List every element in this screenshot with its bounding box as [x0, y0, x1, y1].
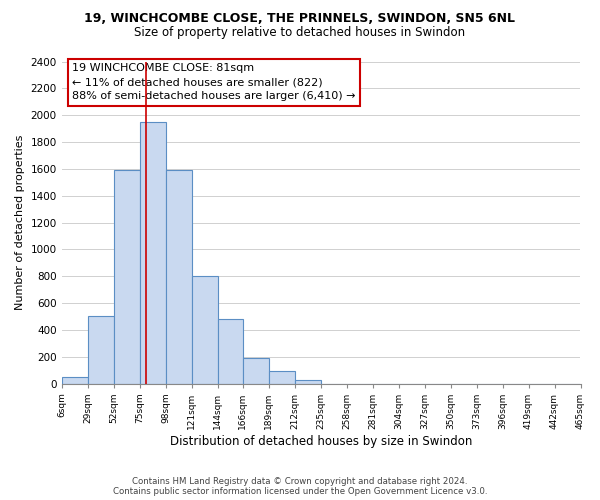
Bar	[166, 170, 191, 384]
Bar	[242, 358, 269, 384]
Bar	[269, 372, 295, 384]
Bar	[88, 316, 113, 384]
Text: Size of property relative to detached houses in Swindon: Size of property relative to detached ho…	[134, 26, 466, 39]
Text: 19, WINCHCOMBE CLOSE, THE PRINNELS, SWINDON, SN5 6NL: 19, WINCHCOMBE CLOSE, THE PRINNELS, SWIN…	[85, 12, 515, 26]
Bar	[191, 276, 218, 384]
Y-axis label: Number of detached properties: Number of detached properties	[15, 135, 25, 310]
X-axis label: Distribution of detached houses by size in Swindon: Distribution of detached houses by size …	[170, 434, 472, 448]
Bar	[295, 380, 320, 384]
Text: 19 WINCHCOMBE CLOSE: 81sqm
← 11% of detached houses are smaller (822)
88% of sem: 19 WINCHCOMBE CLOSE: 81sqm ← 11% of deta…	[72, 63, 356, 101]
Bar	[113, 170, 140, 384]
Bar	[218, 319, 242, 384]
Bar	[140, 122, 166, 384]
Text: Contains HM Land Registry data © Crown copyright and database right 2024.
Contai: Contains HM Land Registry data © Crown c…	[113, 476, 487, 496]
Bar	[62, 377, 88, 384]
